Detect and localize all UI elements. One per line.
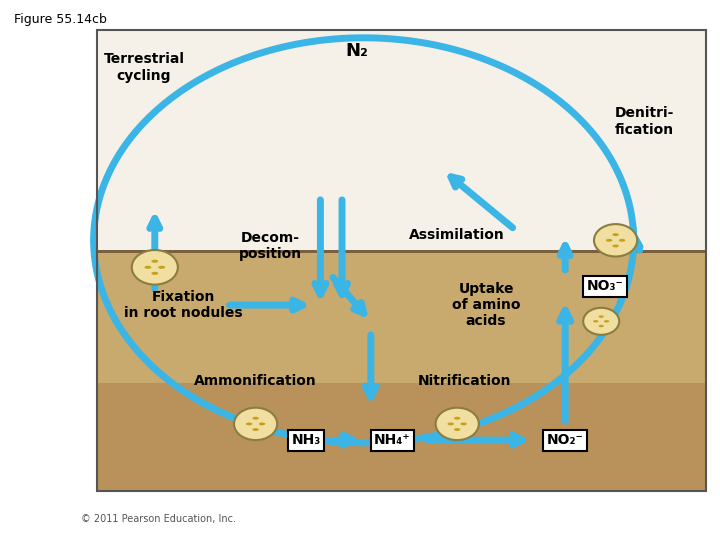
Text: © 2011 Pearson Education, Inc.: © 2011 Pearson Education, Inc. bbox=[81, 515, 236, 524]
Ellipse shape bbox=[259, 422, 265, 426]
Ellipse shape bbox=[252, 428, 259, 431]
Circle shape bbox=[583, 308, 619, 335]
Bar bbox=[97, 30, 706, 251]
Ellipse shape bbox=[454, 428, 461, 431]
Text: NH₄⁺: NH₄⁺ bbox=[374, 433, 410, 447]
Ellipse shape bbox=[612, 245, 619, 247]
Ellipse shape bbox=[448, 422, 454, 426]
Text: Assimilation: Assimilation bbox=[410, 228, 505, 242]
Text: Nitrification: Nitrification bbox=[418, 374, 511, 388]
Text: NO₂⁻: NO₂⁻ bbox=[546, 433, 584, 447]
Ellipse shape bbox=[246, 422, 252, 426]
Text: Uptake
of amino
acids: Uptake of amino acids bbox=[451, 282, 521, 328]
Ellipse shape bbox=[461, 422, 467, 426]
Ellipse shape bbox=[598, 315, 604, 318]
Bar bbox=[97, 30, 706, 491]
Ellipse shape bbox=[145, 266, 151, 269]
Text: NO₃⁻: NO₃⁻ bbox=[586, 279, 624, 293]
Bar bbox=[97, 250, 706, 253]
Ellipse shape bbox=[604, 320, 609, 322]
Text: N₂: N₂ bbox=[345, 42, 368, 60]
Text: Fixation
in root nodules: Fixation in root nodules bbox=[125, 290, 243, 320]
Text: Figure 55.14cb: Figure 55.14cb bbox=[14, 14, 107, 26]
Text: Ammonification: Ammonification bbox=[194, 374, 317, 388]
Ellipse shape bbox=[593, 320, 598, 322]
Bar bbox=[97, 251, 706, 383]
Bar bbox=[97, 383, 706, 491]
Text: Denitri-
fication: Denitri- fication bbox=[615, 106, 674, 137]
Circle shape bbox=[594, 224, 637, 256]
Ellipse shape bbox=[252, 417, 259, 420]
Ellipse shape bbox=[151, 272, 158, 275]
Circle shape bbox=[132, 250, 178, 285]
Ellipse shape bbox=[454, 417, 461, 420]
Ellipse shape bbox=[619, 239, 625, 242]
Ellipse shape bbox=[606, 239, 612, 242]
Text: Decom-
position: Decom- position bbox=[238, 231, 302, 261]
Ellipse shape bbox=[598, 325, 604, 327]
Circle shape bbox=[234, 408, 277, 440]
Circle shape bbox=[436, 408, 479, 440]
Ellipse shape bbox=[158, 266, 165, 269]
Text: NH₃: NH₃ bbox=[292, 433, 320, 447]
Ellipse shape bbox=[151, 260, 158, 263]
Ellipse shape bbox=[612, 233, 619, 236]
Text: Terrestrial
cycling: Terrestrial cycling bbox=[104, 52, 184, 83]
